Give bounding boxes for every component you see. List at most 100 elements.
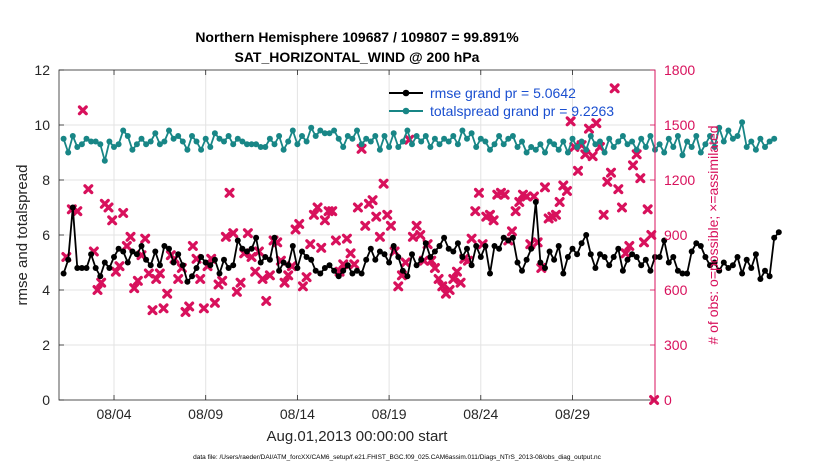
series-point-rmse-135 bbox=[679, 270, 686, 277]
obs-marker-cross-4 bbox=[83, 184, 94, 195]
obs-marker-49 bbox=[250, 266, 261, 277]
series-point-rmse-60 bbox=[335, 273, 342, 280]
obs-marker-cross-83 bbox=[374, 231, 385, 242]
y-right-tick-label-0: 0 bbox=[664, 392, 672, 408]
series-point-totalspread-132 bbox=[665, 135, 672, 142]
obs-marker-155 bbox=[638, 237, 649, 248]
series-point-rmse-90 bbox=[473, 243, 480, 249]
obs-marker-cross-142 bbox=[591, 118, 602, 129]
series-point-rmse-20 bbox=[152, 248, 159, 255]
obs-marker-cross-155 bbox=[638, 237, 649, 248]
series-point-totalspread-133 bbox=[670, 144, 677, 150]
obs-marker-cross-31 bbox=[184, 301, 195, 312]
obs-marker-cross-128 bbox=[539, 182, 550, 193]
series-point-totalspread-48 bbox=[280, 146, 287, 153]
series-point-rmse-123 bbox=[624, 256, 631, 263]
obs-marker-81 bbox=[367, 195, 378, 206]
series-point-totalspread-120 bbox=[610, 144, 617, 150]
series-point-totalspread-24 bbox=[170, 135, 177, 142]
obs-marker-64 bbox=[305, 239, 316, 250]
series-point-totalspread-85 bbox=[450, 133, 457, 139]
series-point-rmse-156 bbox=[775, 229, 782, 236]
series-point-totalspread-119 bbox=[606, 135, 613, 142]
obs-marker-cross-9 bbox=[103, 202, 114, 213]
obs-marker-4 bbox=[83, 184, 94, 195]
obs-marker-150 bbox=[620, 248, 631, 259]
series-point-rmse-32 bbox=[207, 262, 214, 269]
obs-marker-102 bbox=[444, 285, 455, 295]
obs-marker-cross-144 bbox=[598, 209, 609, 220]
series-point-totalspread-51 bbox=[294, 141, 301, 148]
obs-marker-cross-65 bbox=[308, 209, 319, 220]
series-point-totalspread-38 bbox=[234, 135, 241, 142]
series-point-rmse-72 bbox=[390, 243, 397, 249]
obs-marker-cross-25 bbox=[162, 288, 173, 299]
obs-marker-65 bbox=[308, 209, 319, 220]
obs-marker-cross-93 bbox=[411, 220, 422, 231]
series-point-totalspread-93 bbox=[487, 146, 493, 153]
obs-marker-53 bbox=[264, 270, 275, 281]
series-point-totalspread-72 bbox=[390, 130, 397, 137]
series-point-rmse-103 bbox=[532, 199, 539, 205]
obs-marker-145 bbox=[602, 176, 613, 187]
series-point-totalspread-47 bbox=[276, 133, 283, 139]
obs-marker-cross-82 bbox=[371, 211, 382, 222]
series-point-totalspread-63 bbox=[349, 135, 356, 142]
series-point-totalspread-116 bbox=[592, 141, 599, 148]
obs-marker-99 bbox=[433, 274, 444, 284]
series-point-rmse-71 bbox=[386, 259, 393, 266]
series-point-rmse-65 bbox=[358, 270, 365, 277]
series-point-totalspread-123 bbox=[624, 141, 631, 148]
series-point-rmse-109 bbox=[560, 270, 567, 277]
series-point-rmse-61 bbox=[340, 267, 347, 274]
series-point-totalspread-135 bbox=[679, 152, 686, 159]
series-lines bbox=[60, 119, 782, 285]
series-point-totalspread-21 bbox=[156, 141, 163, 148]
series-point-rmse-110 bbox=[564, 254, 571, 260]
obs-marker-21 bbox=[147, 305, 158, 316]
series-point-totalspread-62 bbox=[344, 133, 351, 139]
obs-marker-cross-3 bbox=[77, 105, 88, 116]
obs-marker-cross-141 bbox=[587, 151, 598, 162]
obs-marker-23 bbox=[154, 268, 165, 279]
series-point-totalspread-30 bbox=[198, 146, 205, 153]
series-point-rmse-18 bbox=[143, 256, 150, 263]
x-tick-label-5: 08/29 bbox=[555, 406, 590, 422]
series-point-totalspread-141 bbox=[707, 133, 713, 139]
series-point-rmse-95 bbox=[496, 245, 503, 252]
series-point-rmse-99 bbox=[514, 259, 521, 266]
obs-marker-88 bbox=[393, 281, 404, 292]
series-point-totalspread-101 bbox=[523, 149, 530, 156]
obs-marker-38 bbox=[209, 297, 220, 308]
obs-marker-75 bbox=[345, 248, 356, 259]
series-point-rmse-101 bbox=[523, 256, 530, 263]
series-point-rmse-93 bbox=[487, 270, 493, 277]
series-point-rmse-124 bbox=[629, 251, 636, 258]
series-point-rmse-154 bbox=[766, 273, 773, 280]
obs-marker-cross-12 bbox=[114, 261, 125, 272]
series-point-rmse-98 bbox=[509, 234, 516, 241]
series-point-rmse-30 bbox=[198, 254, 205, 260]
series-point-totalspread-71 bbox=[386, 144, 393, 150]
obs-marker-77 bbox=[352, 202, 363, 213]
series-point-rmse-92 bbox=[482, 243, 489, 249]
obs-marker-132 bbox=[554, 197, 565, 207]
series-point-totalspread-145 bbox=[725, 127, 732, 134]
series-point-rmse-8 bbox=[97, 273, 104, 280]
series-point-rmse-38 bbox=[234, 237, 241, 244]
series-point-totalspread-32 bbox=[207, 144, 214, 150]
series-point-rmse-94 bbox=[491, 243, 498, 249]
obs-marker-cross-102 bbox=[444, 285, 455, 295]
series-point-rmse-62 bbox=[344, 262, 351, 269]
series-point-rmse-134 bbox=[674, 267, 681, 274]
series-point-totalspread-125 bbox=[633, 146, 640, 153]
series-point-rmse-141 bbox=[707, 262, 713, 269]
obs-marker-109 bbox=[470, 206, 481, 217]
series-point-totalspread-143 bbox=[716, 124, 723, 131]
obs-marker-94 bbox=[415, 230, 426, 240]
obs-marker-cross-21 bbox=[147, 305, 158, 316]
series-point-totalspread-19 bbox=[147, 138, 154, 145]
obs-marker-cross-48 bbox=[246, 252, 257, 262]
series-point-rmse-22 bbox=[161, 243, 168, 249]
